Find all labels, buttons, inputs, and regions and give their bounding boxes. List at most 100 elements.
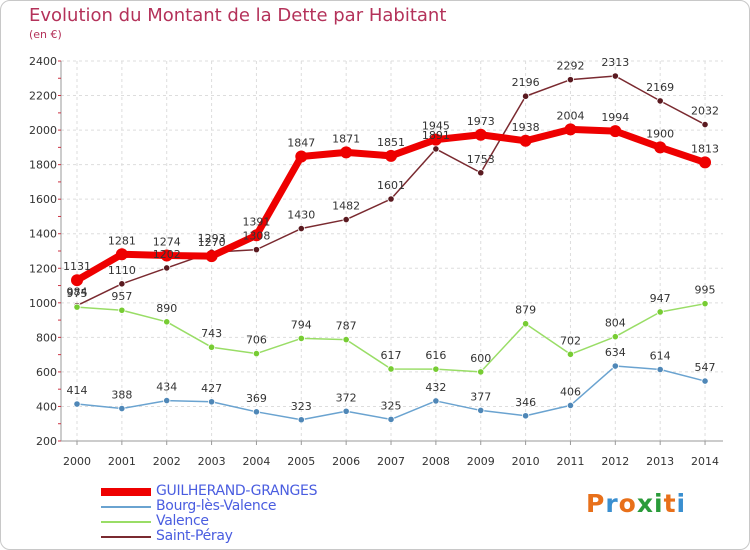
- data-label: 1293: [198, 232, 226, 245]
- data-label: 600: [470, 352, 491, 365]
- data-point: [297, 416, 305, 424]
- data-point: [656, 308, 664, 316]
- logo-letter: r: [605, 489, 619, 518]
- logo-letter: i: [654, 489, 664, 518]
- legend-label: Valence: [156, 513, 209, 529]
- data-point: [654, 141, 667, 154]
- data-point: [521, 92, 530, 100]
- data-label: 1281: [108, 234, 136, 247]
- data-label: 1131: [63, 260, 91, 273]
- data-point: [477, 169, 485, 177]
- logo-letter: o: [618, 489, 637, 518]
- y-tick-label: 1200: [29, 262, 57, 275]
- data-point: [160, 249, 173, 262]
- data-point: [340, 146, 353, 159]
- data-point: [656, 365, 664, 374]
- data-label: 879: [515, 304, 536, 317]
- data-label: 1274: [153, 235, 181, 248]
- data-point: [163, 396, 171, 405]
- data-label: 1994: [601, 111, 629, 124]
- data-point: [252, 349, 261, 358]
- x-tick-label: 2005: [287, 455, 315, 468]
- y-tick-label: 2400: [29, 55, 57, 68]
- y-tick-label: 2200: [29, 90, 57, 103]
- data-point: [521, 320, 530, 328]
- logo-letter: x: [636, 489, 654, 518]
- legend-swatch: [101, 506, 151, 508]
- data-label: 1308: [242, 230, 270, 243]
- data-point: [73, 303, 81, 311]
- chart-unit-label: (en €): [29, 28, 62, 41]
- data-label: 434: [156, 381, 177, 394]
- data-point: [432, 365, 440, 373]
- data-point: [250, 229, 263, 242]
- x-tick-label: 2012: [601, 455, 629, 468]
- data-point: [566, 350, 575, 358]
- data-label: 369: [246, 392, 267, 405]
- data-point: [521, 412, 530, 420]
- data-label: 2004: [556, 109, 584, 122]
- data-point: [387, 195, 395, 203]
- data-point: [297, 224, 305, 233]
- data-label: 2292: [556, 60, 584, 73]
- data-point: [387, 365, 395, 373]
- data-point: [205, 250, 218, 263]
- data-label: 372: [336, 391, 357, 404]
- proxiti-logo: Proxiti: [586, 489, 686, 518]
- x-tick-label: 2011: [556, 455, 584, 468]
- x-tick-label: 2009: [467, 455, 495, 468]
- data-label: 984: [67, 286, 88, 299]
- data-label: 616: [425, 349, 446, 362]
- data-label: 547: [695, 361, 716, 374]
- data-point: [71, 274, 83, 287]
- data-label: 634: [605, 346, 626, 359]
- x-tick-label: 2013: [646, 455, 674, 468]
- data-label: 975: [67, 287, 88, 300]
- y-tick-label: 600: [36, 366, 57, 379]
- data-point: [295, 150, 308, 163]
- x-tick-label: 2007: [377, 455, 405, 468]
- data-label: 794: [291, 318, 312, 331]
- data-label: 1430: [287, 209, 315, 222]
- data-label: 995: [695, 284, 716, 297]
- data-point: [432, 397, 440, 405]
- data-point: [252, 246, 261, 254]
- logo-letter: t: [663, 489, 677, 518]
- data-label: 323: [291, 400, 312, 413]
- data-point: [477, 406, 485, 415]
- legend-label: Saint-Péray: [156, 528, 233, 544]
- y-tick-label: 1600: [29, 193, 57, 206]
- data-label: 1973: [467, 115, 495, 128]
- data-label: 787: [336, 320, 357, 333]
- data-point: [609, 125, 622, 138]
- legend-swatch: [101, 488, 151, 496]
- data-label: 2169: [646, 81, 674, 94]
- data-point: [701, 377, 709, 385]
- data-point: [252, 408, 261, 416]
- data-label: 947: [650, 292, 671, 305]
- data-label: 1900: [646, 127, 674, 140]
- data-point: [656, 97, 664, 105]
- data-point: [611, 362, 619, 370]
- x-tick-label: 2001: [108, 455, 136, 468]
- data-label: 1851: [377, 136, 405, 149]
- data-label: 1891: [422, 129, 450, 142]
- data-label: 1110: [108, 264, 136, 277]
- y-tick-label: 2000: [29, 124, 57, 137]
- data-label: 2313: [601, 56, 629, 69]
- data-label: 414: [67, 384, 88, 397]
- data-point: [342, 336, 350, 344]
- x-tick-label: 2006: [332, 455, 360, 468]
- data-point: [387, 415, 395, 424]
- data-label: 377: [470, 390, 491, 403]
- data-label: 1871: [332, 132, 360, 145]
- data-label: 957: [111, 290, 132, 303]
- y-tick-label: 200: [36, 435, 57, 448]
- data-label: 1482: [332, 200, 360, 213]
- data-label: 1270: [198, 236, 226, 249]
- x-tick-label: 2000: [63, 455, 91, 468]
- x-tick-label: 2003: [198, 455, 226, 468]
- y-tick-label: 800: [36, 331, 57, 344]
